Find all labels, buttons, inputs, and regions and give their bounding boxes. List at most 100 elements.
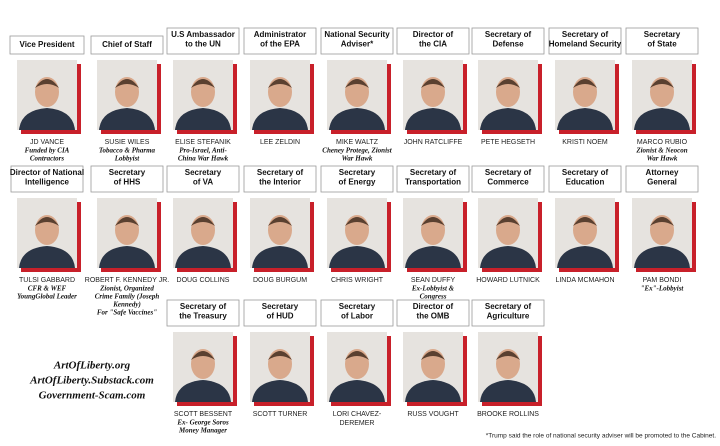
portrait-shoulders [329,246,385,268]
title-box [90,165,164,193]
title-box [166,165,240,193]
position-title: U.S Ambassador [171,30,235,39]
portrait-shoulders [480,246,536,268]
position-title: Secretary [644,30,681,39]
portrait-hair [496,79,520,88]
portrait-shoulders [99,108,155,130]
title-box [471,27,545,55]
position-title: Secretary [109,168,146,177]
person-note: Zionist, Organized [99,285,154,293]
position-title: Secretary [185,168,222,177]
person-name: JOHN RATCLIFFE [404,139,463,146]
portrait-hair [35,79,59,88]
position-title: Transportation [405,178,461,187]
position-title: the CIA [419,40,447,49]
title-box [166,27,240,55]
person-note: Tobacco & Pharma [99,147,156,155]
person-note: Contractors [30,155,65,163]
person-name: SUSIE WILES [105,139,150,146]
person-note: Lobbyist [114,155,141,163]
title-box [10,165,84,193]
title-box [625,27,699,55]
title-box [166,299,240,327]
portrait-hair [345,79,369,88]
portrait-hair [268,217,292,226]
title-box [243,27,317,55]
title-box [396,165,470,193]
position-title: Secretary of [410,168,457,177]
title-box [243,165,317,193]
portrait-shoulders [405,246,461,268]
person-name: ROBERT F. KENNEDY JR. [85,277,169,284]
position-title: the Interior [259,178,301,187]
person-note: Ex- George Soros [176,419,229,427]
portrait-hair [345,217,369,226]
person-note: Crime Family (Joseph [95,293,160,301]
website: ArtOfLiberty.org [53,360,131,372]
portrait-hair [191,217,215,226]
position-title: Secretary of [257,168,304,177]
person-note: For "Safe Vaccines" [97,309,157,317]
title-box [9,35,85,55]
portrait-hair [115,79,139,88]
position-title: Secretary of [485,302,532,311]
position-title: Attorney [646,168,679,177]
portrait-hair [191,351,215,360]
title-box [320,299,394,327]
portrait-hair [421,351,445,360]
person-note: War Hawk [647,155,678,163]
portrait-shoulders [252,380,308,402]
position-title: Agriculture [487,312,530,321]
title-box [471,165,545,193]
portrait-shoulders [175,380,231,402]
portrait-shoulders [175,246,231,268]
person-name: MIKE WALTZ [336,139,379,146]
person-name: CHRIS WRIGHT [331,277,384,284]
person-note: Congress [420,293,447,301]
position-title: Secretary [339,168,376,177]
footnote: *Trump said the role of national securit… [486,433,716,440]
website: Government-Scam.com [39,390,146,402]
person-name: TULSI GABBARD [19,277,75,284]
person-note: "Ex"-Lobbyist [641,285,685,293]
position-title: Adviser* [341,40,374,49]
position-title: Commerce [487,178,529,187]
person-name: SEAN DUFFY [411,277,456,284]
position-title: Secretary of [562,168,609,177]
title-box [320,27,394,55]
position-title: Director of [413,302,454,311]
person-note: Money Manager [178,427,227,435]
person-note: CFR & WEF [28,285,67,293]
title-box [396,27,470,55]
person-name: PAM BONDI [643,277,682,284]
position-title: Administrator [254,30,306,39]
position-title: of State [647,40,677,49]
title-box [548,165,622,193]
position-title: Homeland Security [549,40,622,49]
person-note: Ex-Lobbyist & [411,285,455,293]
portrait-shoulders [329,380,385,402]
position-title: Education [566,178,605,187]
portrait-shoulders [329,108,385,130]
title-box [243,299,317,327]
position-title: Secretary of [485,30,532,39]
position-title: Secretary of [562,30,609,39]
